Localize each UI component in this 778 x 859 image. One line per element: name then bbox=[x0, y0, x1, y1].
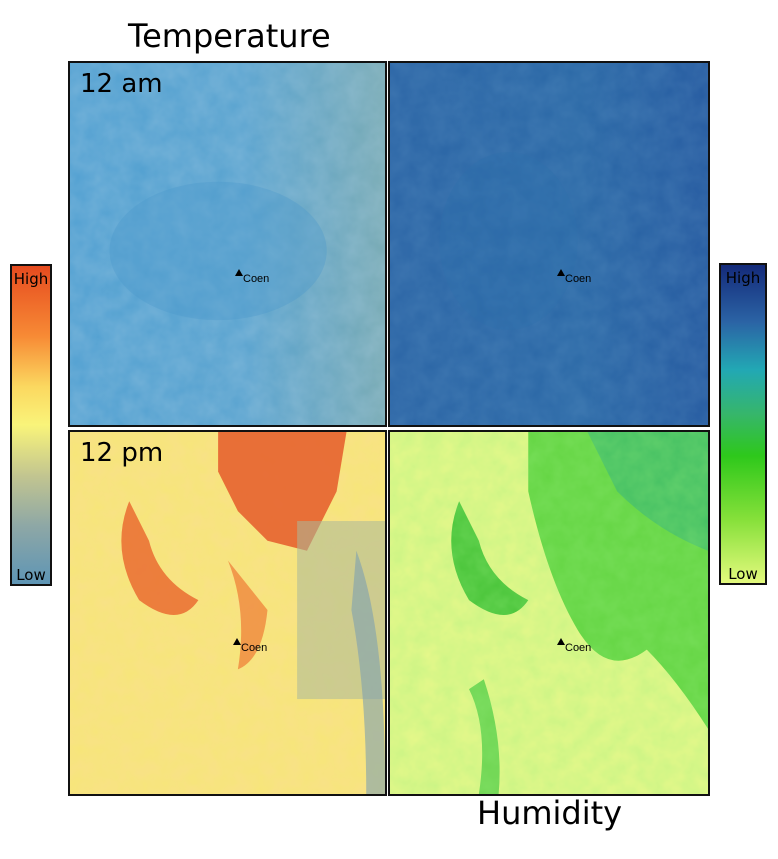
humidity-12pm-raster bbox=[390, 432, 708, 794]
temperature-color-legend: High Low bbox=[10, 264, 52, 586]
temperature-12pm-map: 12 pm Coen bbox=[68, 430, 387, 796]
legend-high-label: High bbox=[13, 270, 49, 288]
coen-label: Coen bbox=[243, 273, 270, 285]
humidity-12am-map: Coen bbox=[388, 61, 710, 427]
triangle-marker-icon bbox=[557, 638, 565, 645]
humidity-12pm-map: Coen bbox=[388, 430, 710, 796]
time-label-12pm: 12 pm bbox=[80, 438, 164, 468]
triangle-marker-icon bbox=[557, 269, 565, 276]
legend-low-label: Low bbox=[16, 566, 46, 584]
temperature-title: Temperature bbox=[128, 17, 331, 55]
humidity-12am-raster bbox=[390, 63, 708, 425]
time-label-12am: 12 am bbox=[80, 69, 163, 99]
temperature-12am-map: 12 am Coen bbox=[68, 61, 387, 427]
coen-label: Coen bbox=[241, 642, 268, 654]
triangle-marker-icon bbox=[233, 638, 241, 645]
legend-high-label: High bbox=[725, 269, 761, 287]
humidity-title: Humidity bbox=[477, 794, 623, 832]
legend-low-label: Low bbox=[728, 565, 758, 583]
coen-label: Coen bbox=[565, 273, 592, 285]
temperature-12am-raster bbox=[70, 63, 385, 425]
humidity-color-legend: High Low bbox=[719, 263, 767, 585]
triangle-marker-icon bbox=[235, 269, 243, 276]
temperature-12pm-raster bbox=[70, 432, 385, 794]
coen-label: Coen bbox=[565, 642, 592, 654]
